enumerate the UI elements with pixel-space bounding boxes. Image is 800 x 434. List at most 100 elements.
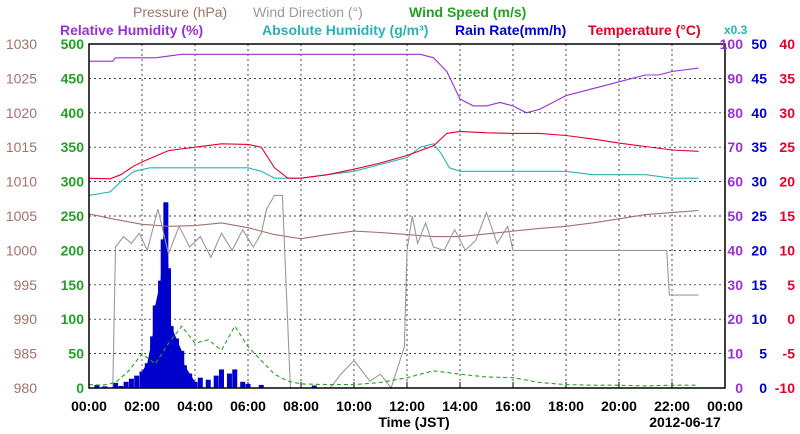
- relative-humidity-line: [89, 53, 699, 114]
- absolute-humidity-line: [88, 143, 699, 196]
- y-tick-wind-direction: 350: [61, 139, 85, 155]
- y-tick-temperature: 30: [779, 105, 795, 121]
- rain-rate-bars: [94, 202, 317, 388]
- rain-bar: [219, 369, 224, 388]
- y-tick-rain-rate: 50: [751, 36, 767, 52]
- legend-wind-direction: Wind Direction (°): [253, 4, 363, 20]
- y-tick-rain-rate: 0: [759, 380, 767, 396]
- wind-direction-line: [89, 194, 699, 390]
- x-axis-title: Time (JST): [378, 414, 449, 430]
- y-tick-rain-rate: 15: [751, 277, 767, 293]
- y-tick-relative-humidity: 20: [727, 311, 743, 327]
- y-tick-relative-humidity: 80: [727, 105, 743, 121]
- y-tick-pressure: 1015: [6, 139, 37, 155]
- rain-bar: [123, 381, 129, 388]
- x-tick-label: 00:00: [71, 398, 107, 414]
- rain-bar: [240, 381, 246, 388]
- y-tick-temperature: 25: [779, 139, 795, 155]
- plot-frame: [88, 43, 726, 389]
- y-tick-pressure: 1020: [6, 105, 37, 121]
- y-tick-pressure: 1025: [6, 70, 37, 86]
- x-tick-label: 06:00: [230, 398, 266, 414]
- y-tick-relative-humidity: 0: [735, 380, 743, 396]
- y-tick-pressure: 1010: [6, 174, 37, 190]
- y-tick-temperature: -5: [783, 346, 796, 362]
- y-tick-temperature: 15: [779, 208, 795, 224]
- y-tick-rain-rate: 20: [751, 242, 767, 258]
- x-tick-label: 16:00: [495, 398, 531, 414]
- y-tick-wind-direction: 100: [61, 311, 85, 327]
- y-tick-pressure: 990: [14, 311, 38, 327]
- y-tick-relative-humidity: 50: [727, 208, 743, 224]
- y-tick-wind-direction: 150: [61, 277, 85, 293]
- rain-area: [142, 202, 195, 388]
- y-tick-temperature: 0: [787, 311, 795, 327]
- temperature-line: [88, 130, 699, 180]
- x-tick-label: 00:00: [707, 398, 743, 414]
- rain-bar: [232, 369, 238, 388]
- y-tick-relative-humidity: 40: [727, 242, 743, 258]
- y-tick-rain-rate: 5: [759, 346, 767, 362]
- y-tick-pressure: 1000: [6, 242, 37, 258]
- legend-temperature: Temperature (°C): [588, 22, 701, 38]
- legend-rain-rate: Rain Rate(mm/h): [455, 22, 566, 38]
- rain-bar: [205, 379, 211, 388]
- rain-bar: [128, 378, 134, 388]
- rain-bar: [94, 384, 100, 388]
- y-tick-relative-humidity: 100: [720, 36, 744, 52]
- rain-bar: [118, 385, 124, 388]
- rain-bar: [245, 383, 251, 388]
- y-tick-relative-humidity: 30: [727, 277, 743, 293]
- y-tick-relative-humidity: 70: [727, 139, 743, 155]
- y-tick-pressure: 1005: [6, 208, 37, 224]
- y-tick-relative-humidity: 10: [727, 346, 743, 362]
- rain-bar: [213, 375, 219, 388]
- y-tick-pressure: 995: [14, 277, 38, 293]
- pressure-line: [88, 209, 699, 240]
- y-tick-temperature: -10: [775, 380, 795, 396]
- y-tick-wind-direction: 400: [61, 105, 85, 121]
- rain-bar: [197, 377, 203, 388]
- y-tick-temperature: 40: [779, 36, 795, 52]
- y-tick-rain-rate: 25: [751, 208, 767, 224]
- y-axes: 1030102510201015101010051000995990985980…: [6, 36, 795, 396]
- x-tick-label: 08:00: [283, 398, 319, 414]
- y-tick-wind-direction: 300: [61, 174, 85, 190]
- rain-bar: [311, 385, 317, 388]
- y-tick-pressure: 985: [14, 346, 38, 362]
- rain-bar: [134, 375, 140, 388]
- y-tick-wind-direction: 450: [61, 70, 85, 86]
- y-tick-wind-direction: 500: [61, 36, 85, 52]
- x-tick-label: 18:00: [548, 398, 584, 414]
- y-tick-rain-rate: 40: [751, 105, 767, 121]
- y-tick-relative-humidity: 60: [727, 174, 743, 190]
- series-lines: [88, 53, 699, 390]
- y-tick-rain-rate: 45: [751, 70, 767, 86]
- x-tick-label: 22:00: [654, 398, 690, 414]
- legend-relative-humidity: Relative Humidity (%): [60, 22, 203, 38]
- x-tick-label: 12:00: [389, 398, 425, 414]
- y-tick-wind-direction: 250: [61, 208, 85, 224]
- chart-date: 2012-06-17: [649, 414, 721, 430]
- y-tick-pressure: 1030: [6, 36, 37, 52]
- x-tick-label: 04:00: [177, 398, 213, 414]
- rain-bar: [258, 384, 264, 388]
- y-tick-relative-humidity: 90: [727, 70, 743, 86]
- y-tick-wind-direction: 50: [68, 346, 84, 362]
- x-tick-label: 20:00: [601, 398, 637, 414]
- x-tick-label: 10:00: [336, 398, 372, 414]
- x-axis: 00:00 02:00 04:00 06:00 08:00 10:00 12:00 14:00…: [71, 398, 743, 414]
- legend-absolute-humidity: Absolute Humidity (g/m³): [262, 22, 428, 38]
- legend-scale-note: x0.3: [724, 23, 748, 37]
- y-tick-rain-rate: 30: [751, 174, 767, 190]
- y-tick-wind-direction: 0: [76, 380, 84, 396]
- y-tick-temperature: 10: [779, 242, 795, 258]
- y-tick-rain-rate: 35: [751, 139, 767, 155]
- legend-pressure: Pressure (hPa): [133, 4, 227, 20]
- y-tick-temperature: 5: [787, 277, 795, 293]
- rain-bar: [113, 382, 118, 388]
- x-tick-label: 02:00: [124, 398, 160, 414]
- rain-bar: [102, 386, 108, 388]
- y-tick-temperature: 35: [779, 70, 795, 86]
